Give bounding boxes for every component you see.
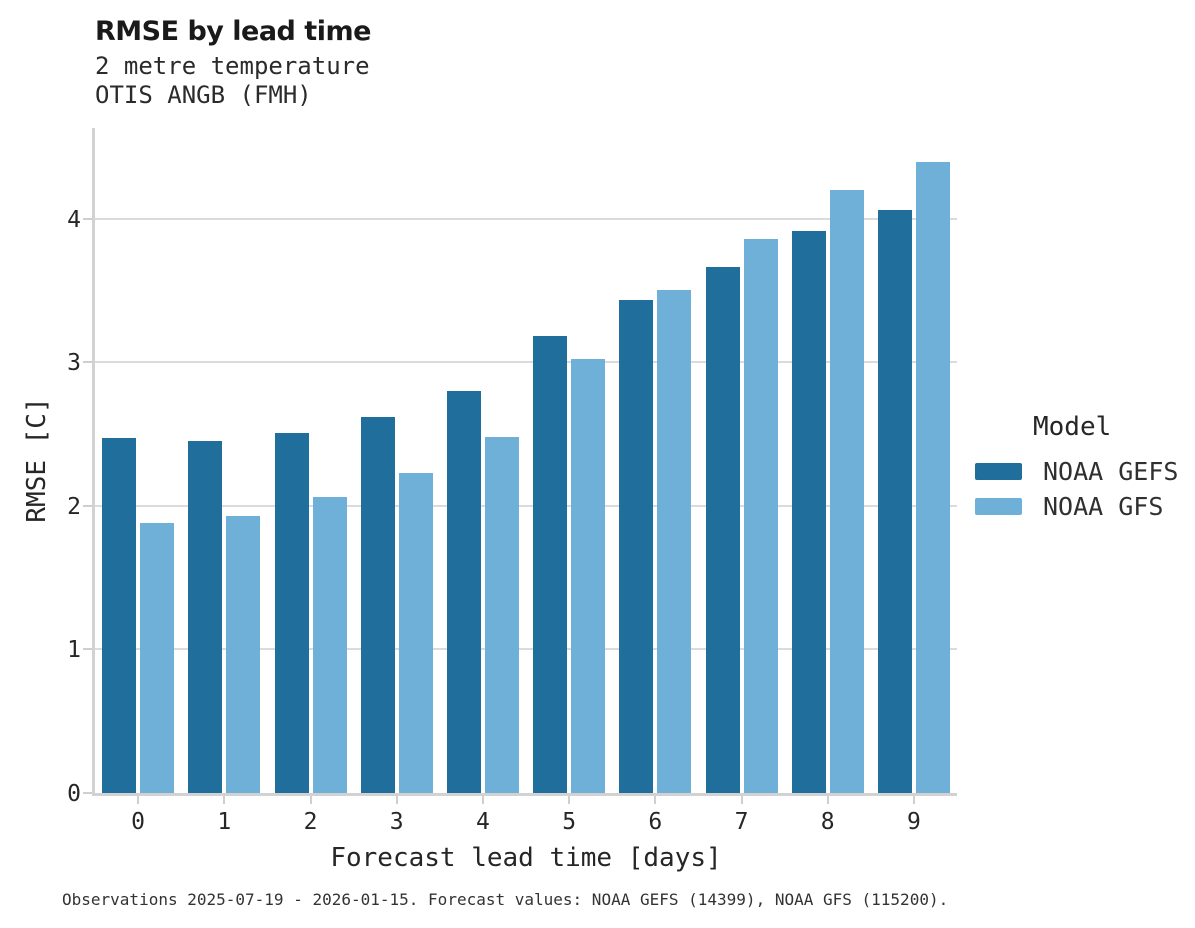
x-tick-label-2: 2 (303, 809, 318, 835)
x-tick-mark-7 (740, 796, 743, 804)
x-tick-labels: 0 1 2 3 4 5 6 7 8 9 (95, 809, 957, 835)
x-tick-label-0: 0 (131, 809, 146, 835)
x-tick-mark-5 (568, 796, 571, 804)
chart-subtitle-line1: 2 metre temperature (95, 52, 370, 80)
x-tick-label-5: 5 (562, 809, 577, 835)
bar-group-lead-4 (440, 128, 526, 793)
gridline-y-4 (95, 217, 957, 220)
bar-noaa-gfs-lead-2 (312, 497, 347, 793)
x-tick-mark-cell-2 (267, 793, 353, 804)
x-tick-label-3: 3 (389, 809, 404, 835)
y-tick-label-4: 4 (67, 206, 81, 233)
chart-subtitle-line2: OTIS ANGB (FMH) (95, 81, 312, 109)
x-axis-label: Forecast lead time [days] (330, 843, 722, 873)
x-tick-marks (95, 793, 957, 804)
bar-group-lead-2 (267, 128, 353, 793)
y-axis-spine (92, 128, 95, 796)
bar-noaa-gfs-lead-5 (571, 359, 606, 793)
y-tick-label-1: 1 (67, 637, 81, 664)
gridline-y-1 (95, 648, 957, 651)
x-tick-label-7: 7 (734, 809, 749, 835)
bar-noaa-gefs-lead-5 (533, 336, 568, 793)
legend-label-noaa-gefs: NOAA GEFS (1043, 456, 1179, 486)
x-tick-mark-2 (309, 796, 312, 804)
bar-group-lead-9 (871, 128, 957, 793)
x-tick-mark-6 (654, 796, 657, 804)
bar-noaa-gfs-lead-0 (140, 522, 175, 793)
y-tick-label-2: 2 (67, 493, 81, 520)
x-tick-mark-0 (137, 796, 140, 804)
bar-noaa-gefs-lead-3 (360, 416, 395, 793)
bar-group-lead-6 (612, 128, 698, 793)
legend: Model NOAA GEFS NOAA GFS (975, 412, 1190, 528)
bar-noaa-gfs-lead-1 (226, 515, 261, 793)
x-tick-mark-8 (826, 796, 829, 804)
x-tick-mark-cell-3 (354, 793, 440, 804)
y-tick-label-0: 0 (67, 781, 81, 807)
bar-noaa-gefs-lead-4 (446, 390, 481, 793)
legend-swatch-noaa-gfs (975, 497, 1022, 515)
caption: Observations 2025-07-19 - 2026-01-15. Fo… (62, 890, 949, 909)
gridline-y-3 (95, 361, 957, 364)
bar-noaa-gfs-lead-4 (484, 436, 519, 793)
chart-title: RMSE by lead time (95, 16, 371, 47)
legend-item-noaa-gfs: NOAA GFS (975, 491, 1190, 521)
x-tick-mark-cell-9 (871, 793, 957, 804)
x-tick-label-8: 8 (820, 809, 835, 835)
x-tick-label-9: 9 (907, 809, 921, 835)
x-tick-mark-cell-7 (698, 793, 784, 804)
bar-noaa-gefs-lead-8 (791, 231, 826, 793)
bar-noaa-gefs-lead-1 (188, 441, 223, 793)
bar-noaa-gefs-lead-0 (102, 438, 137, 793)
bar-noaa-gefs-lead-7 (705, 267, 740, 793)
chart-subtitle: 2 metre temperature OTIS ANGB (FMH) (95, 52, 370, 110)
legend-title: Model (1033, 412, 1112, 442)
x-tick-label-4: 4 (475, 809, 490, 835)
legend-swatch-noaa-gefs (975, 462, 1022, 480)
plot-area: 0 1 2 3 4 5 6 7 8 9 0 1 2 3 4 (67, 128, 957, 835)
bar-noaa-gefs-lead-9 (877, 209, 912, 793)
x-tick-mark-1 (223, 796, 226, 804)
y-tick-label-3: 3 (67, 350, 81, 377)
bars-container (95, 128, 957, 793)
bar-noaa-gefs-lead-6 (619, 300, 654, 793)
x-tick-mark-9 (912, 796, 915, 804)
bar-group-lead-8 (785, 128, 871, 793)
legend-item-noaa-gefs: NOAA GEFS (975, 456, 1190, 486)
x-tick-mark-4 (481, 796, 484, 804)
x-axis-spine (92, 793, 957, 796)
bar-noaa-gfs-lead-8 (829, 189, 864, 793)
x-tick-mark-cell-1 (181, 793, 267, 804)
bar-group-lead-1 (181, 128, 267, 793)
y-tick-mark-0 (83, 792, 92, 794)
x-tick-mark-3 (395, 796, 398, 804)
bar-group-lead-7 (698, 128, 784, 793)
y-tick-mark-4 (83, 217, 92, 220)
x-tick-mark-cell-0 (95, 793, 181, 804)
y-tick-mark-1 (83, 648, 92, 651)
bar-noaa-gefs-lead-2 (274, 432, 309, 793)
bar-noaa-gfs-lead-7 (743, 238, 778, 793)
bar-group-lead-5 (526, 128, 612, 793)
x-tick-mark-cell-5 (526, 793, 612, 804)
bar-group-lead-0 (95, 128, 181, 793)
bar-noaa-gfs-lead-3 (398, 472, 433, 793)
x-tick-mark-cell-4 (440, 793, 526, 804)
bar-group-lead-3 (354, 128, 440, 793)
y-tick-mark-2 (83, 504, 92, 507)
bar-noaa-gfs-lead-6 (657, 290, 692, 793)
legend-label-noaa-gfs: NOAA GFS (1043, 491, 1164, 521)
y-axis-label: RMSE [C] (22, 397, 52, 523)
y-tick-mark-3 (83, 361, 92, 364)
x-tick-mark-cell-6 (612, 793, 698, 804)
gridline-y-2 (95, 504, 957, 507)
bar-noaa-gfs-lead-9 (915, 162, 950, 793)
x-tick-label-1: 1 (217, 809, 232, 835)
x-tick-label-6: 6 (648, 809, 663, 835)
x-tick-mark-cell-8 (785, 793, 871, 804)
